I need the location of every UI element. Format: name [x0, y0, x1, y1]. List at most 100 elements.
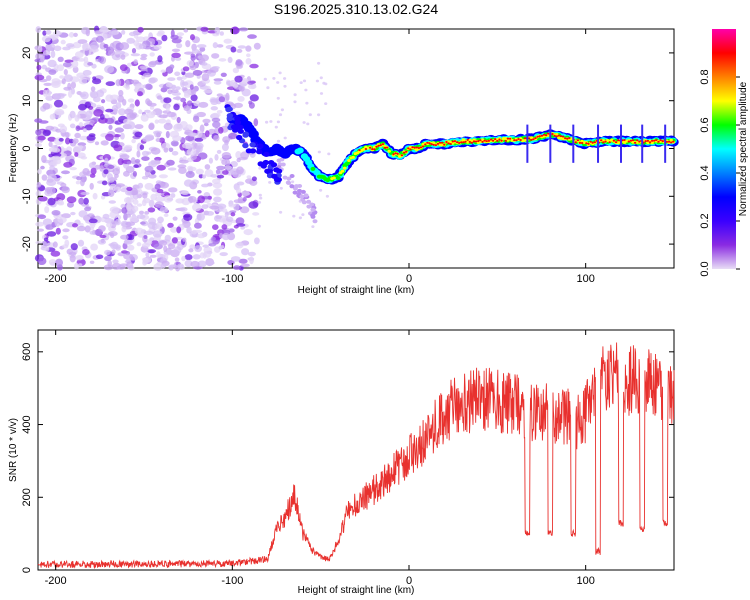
spectrogram-cell	[319, 92, 324, 95]
spectrogram-cell	[156, 251, 161, 259]
spectrogram-cell	[163, 213, 169, 217]
spectrogram-cell	[78, 197, 85, 205]
spectrogram-ridge-cell	[310, 166, 316, 171]
spectrogram-cell	[205, 211, 215, 216]
spectrogram-cell	[278, 113, 283, 117]
spectrogram-cell	[179, 207, 188, 212]
spectrogram-ridge-cell	[617, 139, 620, 142]
spectrogram-cell	[84, 124, 93, 131]
spectrogram-ridge-cell	[576, 139, 580, 142]
spectrogram-ridge-cell	[273, 167, 280, 173]
spectrogram-cell	[213, 78, 224, 82]
spectrogram-cell	[149, 52, 155, 57]
spectrogram-ridge-cell	[653, 139, 656, 142]
spectrogram-cell	[193, 229, 203, 234]
spectrogram-ridge-cell	[665, 140, 669, 143]
spectrogram-cell	[45, 29, 52, 35]
spectrogram-cell	[185, 171, 195, 178]
spectrogram-cell	[40, 55, 45, 63]
spectrogram-ridge-cell	[478, 140, 483, 144]
spectrogram-ridge-cell	[449, 143, 452, 145]
spectrogram-cell	[149, 106, 155, 110]
spectrogram-ridge-cell	[644, 140, 647, 143]
spectrogram-ridge-cell	[249, 148, 257, 154]
spectrogram-cell	[257, 224, 261, 228]
spectrogram-cell	[148, 77, 158, 83]
spectrogram-cell	[196, 44, 207, 49]
spectrogram-cell	[152, 230, 163, 238]
spectrogram-cell	[133, 164, 139, 168]
spectrogram-cell	[216, 110, 223, 114]
spectrogram-cell	[47, 136, 57, 142]
spectrogram-cell	[169, 64, 175, 70]
figure-title: S196.2025.310.13.02.G24	[274, 1, 438, 17]
spectrogram-cell	[105, 133, 114, 141]
spectrogram-ridge-cell	[460, 141, 463, 144]
spectrogram-ridge-cell	[589, 140, 592, 143]
spectrogram-cell	[227, 259, 235, 266]
spectrogram-cell	[46, 43, 56, 51]
spectrogram-cell	[147, 249, 157, 254]
spectrogram-cell	[303, 193, 309, 198]
spectrogram-cell	[68, 251, 77, 256]
spectrogram-ridge-cell	[364, 148, 368, 150]
spectrogram-cell	[63, 161, 73, 168]
spectrogram-ridge-cell	[458, 142, 461, 144]
spectrogram-cell	[87, 62, 93, 66]
spectrogram-cell	[47, 173, 57, 182]
spectrogram-cell	[247, 34, 257, 39]
spectrogram-cell	[184, 259, 193, 268]
spectrogram-ridge-cell	[351, 155, 356, 159]
spectrogram-cell	[131, 48, 137, 54]
spectrogram-cell	[41, 64, 47, 70]
spectrogram-cell	[120, 234, 129, 240]
snr-series-line	[37, 342, 675, 570]
spectrogram-cell	[150, 147, 161, 155]
spectrogram-cell	[89, 260, 95, 264]
spectrogram-cell	[306, 199, 312, 204]
spectrogram-cell	[130, 53, 141, 57]
spectrogram-cell	[174, 57, 182, 61]
spectrogram-cell	[245, 58, 252, 65]
spectrogram-cell	[172, 216, 178, 221]
spectrogram-ridge-cell	[409, 148, 412, 151]
spectrogram-cell	[104, 157, 109, 166]
spectrogram-cell	[36, 181, 42, 188]
spectrogram-cell	[37, 135, 46, 141]
spectrogram-cell	[203, 122, 209, 127]
spectrogram-cell	[103, 43, 109, 49]
spectrogram-y-tick-label: -10	[21, 188, 33, 204]
spectrogram-cell	[189, 244, 196, 250]
snr-y-tick-label: 200	[21, 488, 33, 506]
spectrogram-cell	[246, 53, 251, 58]
spectrogram-cell	[157, 55, 163, 63]
spectrogram-cell	[57, 56, 64, 62]
spectrogram-cell	[216, 165, 226, 170]
spectrogram-cell	[221, 233, 231, 241]
spectrogram-ridge-cell	[383, 146, 387, 149]
spectrogram-cell	[155, 138, 161, 142]
spectrogram-cell	[240, 263, 250, 268]
spectrogram-y-tick-label: 0	[21, 145, 33, 151]
spectrogram-cell	[194, 245, 203, 253]
spectrogram-ridge-cell	[237, 128, 244, 134]
spectrogram-ridge-cell	[667, 140, 671, 143]
spectrogram-ridge-cell	[411, 146, 414, 149]
spectrogram-ridge-cell	[553, 134, 556, 137]
spectrogram-cell	[292, 190, 298, 195]
spectrogram-cell	[78, 122, 84, 128]
spectrogram-cell	[170, 226, 178, 233]
spectrogram-cell	[176, 76, 183, 81]
spectrogram-cell	[36, 64, 42, 71]
spectrogram-y-tick-label: 20	[21, 47, 33, 59]
spectrogram-cell	[120, 132, 125, 140]
spectrogram-cell	[82, 69, 92, 76]
spectrogram-cell	[136, 214, 146, 219]
spectrogram-cell	[96, 89, 105, 98]
spectrogram-ridge-cell	[415, 146, 418, 149]
spectrogram-cell	[248, 100, 253, 105]
spectrogram-cell	[108, 124, 113, 130]
spectrogram-cell	[46, 179, 57, 186]
spectrogram-ridge-cell	[623, 139, 626, 141]
